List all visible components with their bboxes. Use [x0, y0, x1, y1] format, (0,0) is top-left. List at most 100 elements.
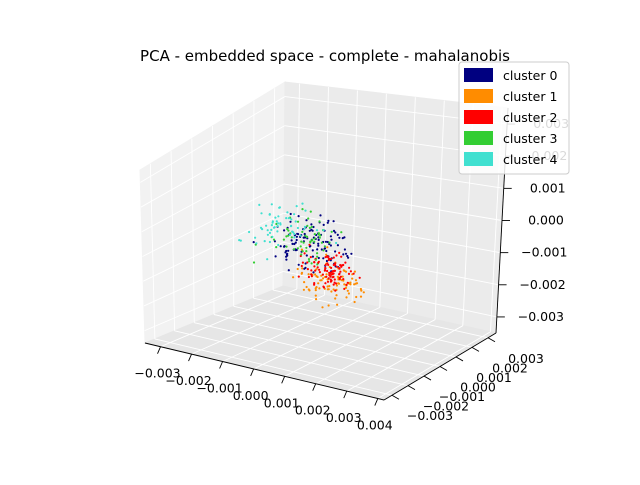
data-point-cluster-1	[321, 306, 324, 309]
data-point-cluster-0	[305, 254, 308, 257]
data-point-cluster-1	[326, 285, 329, 288]
grid-line-z	[143, 241, 284, 307]
data-point-cluster-3	[308, 226, 311, 229]
data-point-cluster-1	[315, 268, 318, 271]
data-point-cluster-0	[329, 235, 332, 238]
data-point-cluster-3	[322, 249, 325, 252]
data-point-cluster-2	[308, 243, 311, 246]
data-point-cluster-3	[320, 241, 323, 244]
grid-line-y	[194, 322, 425, 377]
data-point-cluster-3	[316, 263, 319, 266]
data-point-cluster-3	[282, 238, 285, 241]
data-point-cluster-3	[310, 225, 313, 228]
data-point-cluster-2	[316, 266, 319, 269]
data-point-cluster-4	[263, 240, 266, 243]
data-point-cluster-0	[287, 269, 290, 272]
data-point-cluster-2	[310, 269, 313, 272]
data-point-cluster-3	[292, 248, 296, 251]
data-point-cluster-2	[339, 275, 342, 278]
data-point-cluster-3	[252, 261, 256, 264]
data-point-cluster-0	[330, 238, 333, 241]
data-point-cluster-1	[316, 275, 319, 279]
x-tick-mark	[157, 346, 161, 354]
grid-line-z	[284, 154, 504, 189]
data-point-cluster-4	[265, 224, 268, 227]
data-point-cluster-2	[307, 275, 310, 279]
data-point-cluster-0	[311, 249, 314, 252]
x-tick-mark	[281, 376, 286, 384]
data-point-cluster-4	[260, 212, 263, 215]
data-point-cluster-3	[318, 236, 321, 239]
data-point-cluster-2	[329, 278, 332, 281]
data-point-cluster-1	[315, 286, 318, 289]
x-tick-mark	[374, 398, 379, 406]
data-point-cluster-2	[310, 273, 313, 276]
data-point-cluster-1	[344, 286, 348, 289]
y-tick-label: 0.003	[508, 351, 544, 366]
data-point-cluster-1	[334, 297, 337, 300]
data-point-cluster-2	[310, 275, 313, 278]
data-point-cluster-0	[295, 235, 298, 238]
data-point-cluster-2	[332, 256, 335, 259]
data-point-cluster-4	[275, 220, 278, 223]
data-point-cluster-1	[342, 269, 345, 272]
data-point-cluster-4	[270, 224, 273, 227]
data-point-cluster-3	[302, 241, 305, 244]
data-point-cluster-2	[335, 254, 338, 257]
data-point-cluster-2	[306, 268, 309, 271]
data-point-cluster-0	[273, 240, 276, 243]
data-point-cluster-1	[305, 285, 308, 289]
data-point-cluster-1	[349, 283, 352, 286]
data-point-cluster-1	[336, 303, 339, 306]
data-point-cluster-3	[310, 262, 313, 265]
data-point-cluster-0	[312, 225, 315, 229]
data-point-cluster-1	[307, 273, 310, 276]
data-point-cluster-4	[285, 217, 288, 220]
grid-line-y	[174, 330, 409, 387]
data-point-cluster-0	[327, 219, 330, 222]
data-point-cluster-4	[315, 229, 319, 232]
data-point-cluster-4	[322, 229, 325, 232]
data-point-cluster-2	[326, 269, 329, 273]
data-point-cluster-0	[347, 256, 350, 259]
data-point-cluster-1	[296, 267, 299, 271]
data-point-cluster-0	[289, 212, 292, 216]
data-point-cluster-4	[299, 234, 302, 237]
data-point-cluster-3	[308, 260, 311, 263]
data-point-cluster-3	[301, 250, 304, 253]
data-point-cluster-2	[324, 256, 327, 259]
data-point-cluster-1	[317, 282, 320, 285]
data-point-cluster-2	[301, 261, 304, 264]
data-point-cluster-3	[301, 230, 304, 233]
data-point-cluster-1	[343, 283, 346, 286]
data-point-cluster-2	[340, 265, 343, 268]
data-point-cluster-1	[332, 288, 335, 291]
data-point-cluster-4	[255, 242, 258, 245]
data-point-cluster-4	[289, 225, 293, 228]
data-point-cluster-1	[300, 272, 303, 275]
data-point-cluster-2	[352, 272, 355, 275]
data-point-cluster-0	[279, 245, 282, 248]
x-tick-mark	[188, 353, 192, 362]
data-point-cluster-2	[318, 268, 321, 271]
data-point-cluster-3	[313, 240, 316, 243]
data-point-cluster-1	[327, 304, 330, 307]
data-point-cluster-3	[306, 224, 309, 227]
data-point-cluster-1	[359, 295, 363, 298]
data-point-cluster-0	[320, 248, 323, 251]
data-point-cluster-2	[297, 275, 300, 278]
data-point-cluster-4	[248, 230, 251, 234]
data-point-cluster-0	[302, 236, 305, 239]
x-axis-line	[144, 342, 385, 401]
data-point-cluster-2	[339, 270, 342, 273]
data-point-cluster-1	[314, 273, 317, 276]
data-point-cluster-3	[314, 258, 317, 261]
data-point-cluster-0	[332, 229, 336, 232]
data-point-cluster-2	[300, 264, 303, 268]
data-point-cluster-3	[323, 245, 326, 248]
data-point-cluster-4	[304, 209, 307, 212]
data-point-cluster-0	[317, 256, 320, 260]
data-point-cluster-1	[327, 288, 330, 291]
grid-line-y	[253, 297, 473, 348]
